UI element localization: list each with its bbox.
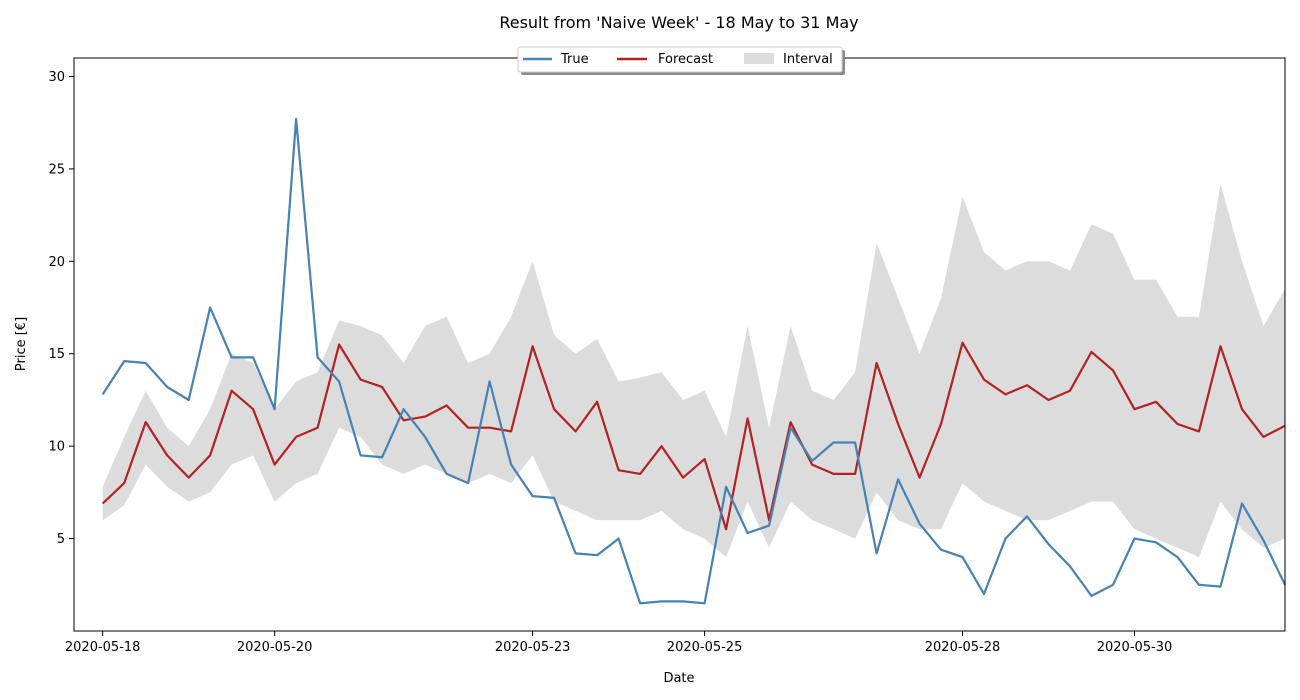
- y-axis: 5 10 15 20 25 30: [48, 70, 74, 547]
- x-axis-title: Date: [663, 671, 694, 686]
- y-tick-label: 25: [48, 162, 65, 177]
- y-tick-label: 30: [48, 70, 65, 85]
- interval-layer: [102, 183, 1286, 558]
- legend-swatch-interval: [744, 53, 774, 64]
- lines-layer: [101, 117, 1286, 605]
- legend-label-true: True: [560, 52, 589, 67]
- y-tick-label: 15: [48, 347, 65, 362]
- x-tick-label: 2020-05-25: [667, 640, 743, 655]
- x-tick-label: 2020-05-18: [65, 640, 141, 655]
- series-line-forecast: [101, 341, 1286, 531]
- y-axis-title: Price [€]: [14, 317, 29, 371]
- y-tick-label: 20: [48, 255, 65, 270]
- x-tick-label: 2020-05-23: [495, 640, 571, 655]
- x-tick-label: 2020-05-28: [925, 640, 1001, 655]
- legend: True Forecast Interval: [517, 46, 845, 75]
- series-line-true: [101, 117, 1286, 605]
- legend-label-interval: Interval: [783, 52, 833, 67]
- interval-band: [102, 183, 1286, 558]
- chart-title: Result from 'Naive Week' - 18 May to 31 …: [499, 13, 858, 32]
- legend-label-forecast: Forecast: [658, 52, 713, 67]
- y-tick-label: 5: [57, 532, 65, 547]
- x-axis: 2020-05-18 2020-05-20 2020-05-23 2020-05-25…: [65, 631, 1172, 655]
- y-tick-label: 10: [48, 440, 65, 455]
- x-tick-label: 2020-05-20: [237, 640, 313, 655]
- x-tick-label: 2020-05-30: [1097, 640, 1173, 655]
